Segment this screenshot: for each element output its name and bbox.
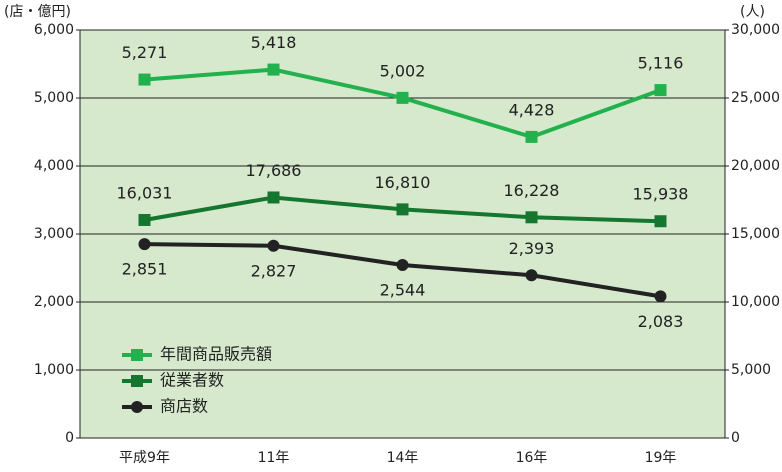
value-label: 16,031 <box>117 183 173 202</box>
marker <box>138 73 151 86</box>
value-label: 15,938 <box>633 185 689 204</box>
marker <box>396 91 409 104</box>
marker <box>396 259 409 272</box>
y2-tick-label: 25,000 <box>731 90 780 106</box>
y2-tick-label: 5,000 <box>731 362 771 378</box>
marker <box>654 215 667 228</box>
x-tick-label: 平成9年 <box>119 450 170 466</box>
marker <box>267 63 280 76</box>
legend-marker <box>131 401 143 413</box>
y-axis-label: (店・億円) <box>4 4 71 20</box>
legend-marker <box>131 375 143 387</box>
value-label: 16,810 <box>375 173 431 192</box>
y-tick-label: 5,000 <box>34 90 74 106</box>
y2-tick-label: 15,000 <box>731 226 780 242</box>
value-label: 2,544 <box>380 281 426 300</box>
legend-label: 商店数 <box>160 397 208 416</box>
y-tick-label: 4,000 <box>34 158 74 174</box>
marker <box>525 211 538 224</box>
value-label: 5,116 <box>638 54 684 73</box>
value-label: 2,083 <box>638 312 684 331</box>
y-tick-label: 2,000 <box>34 294 74 310</box>
x-tick-label: 16年 <box>516 450 548 466</box>
marker <box>525 269 538 282</box>
legend-label: 年間商品販売額 <box>160 345 272 364</box>
x-tick-label: 11年 <box>258 450 290 466</box>
marker <box>138 213 151 226</box>
x-tick-label: 19年 <box>645 450 677 466</box>
y2-tick-label: 20,000 <box>731 158 780 174</box>
y2-tick-label: 10,000 <box>731 294 780 310</box>
y-tick-label: 3,000 <box>34 226 74 242</box>
y-tick-label: 6,000 <box>34 22 74 38</box>
value-label: 2,827 <box>251 261 297 280</box>
marker <box>654 290 667 303</box>
y-tick-label: 0 <box>65 430 74 446</box>
x-tick-label: 14年 <box>387 450 419 466</box>
value-label: 16,228 <box>504 181 560 200</box>
value-label: 5,002 <box>380 61 426 80</box>
marker <box>525 130 538 143</box>
value-label: 2,851 <box>122 260 168 279</box>
legend-marker <box>131 349 143 361</box>
value-label: 17,686 <box>246 161 302 180</box>
value-label: 5,418 <box>251 33 297 52</box>
y2-tick-label: 30,000 <box>731 22 780 38</box>
value-label: 5,271 <box>122 43 168 62</box>
marker <box>138 238 151 251</box>
marker <box>267 191 280 204</box>
marker <box>396 203 409 216</box>
value-label: 4,428 <box>509 100 555 119</box>
marker <box>654 84 667 97</box>
legend-label: 従業者数 <box>160 371 224 390</box>
y-tick-label: 1,000 <box>34 362 74 378</box>
y2-tick-label: 0 <box>731 430 740 446</box>
y2-axis-label: (人) <box>740 4 765 20</box>
value-label: 2,393 <box>509 239 555 258</box>
marker <box>267 239 280 252</box>
